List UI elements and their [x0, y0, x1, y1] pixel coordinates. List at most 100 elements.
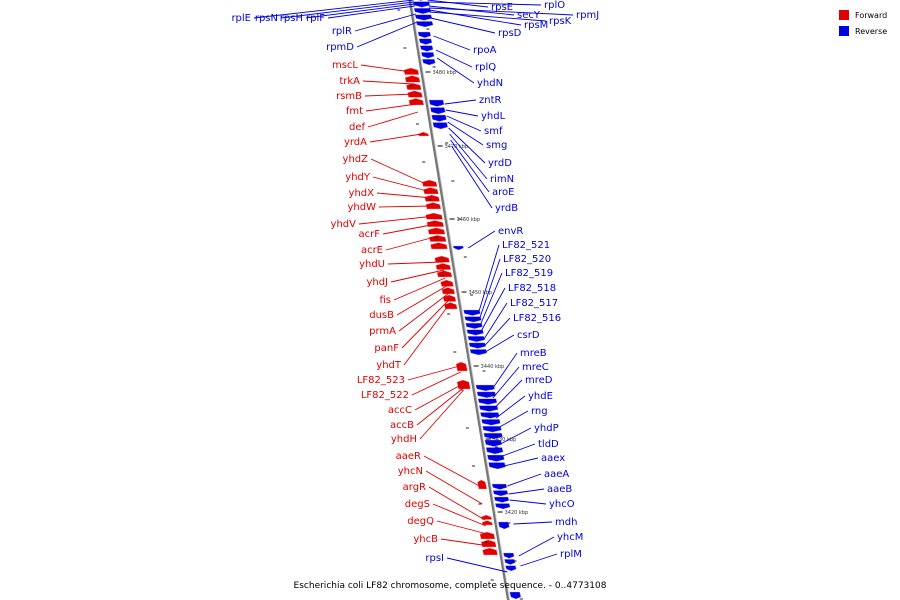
scale-tick-label: 3480 kbp: [432, 70, 456, 76]
leader-line: [446, 557, 508, 573]
gene-label-rpsk: rpsK: [549, 16, 572, 27]
gene-label-rplr: rplR: [332, 26, 352, 37]
forward-gene-block: [426, 220, 445, 228]
forward-gene-block: [477, 479, 488, 490]
gene-label-rng: rng: [531, 406, 548, 417]
leader-line: [398, 293, 449, 332]
reverse-gene-block: [415, 21, 434, 28]
forward-gene-block: [406, 82, 422, 91]
leader-line: [497, 410, 529, 429]
gene-label-yhcm: yhcM: [557, 532, 583, 543]
forward-gene-block: [436, 270, 453, 278]
reverse-gene-block: [485, 447, 504, 455]
reverse-gene-block: [418, 38, 433, 45]
leader-line: [500, 427, 532, 445]
reverse-gene-block: [487, 454, 505, 462]
gene-label-rpsm: rpsM: [524, 20, 548, 31]
gene-label-dusb: dusB: [369, 310, 394, 321]
gene-label-smf: smf: [484, 126, 503, 137]
leader-line: [440, 538, 490, 547]
reverse-gene-block: [431, 114, 447, 122]
leader-line: [484, 317, 511, 347]
gene-label-yrdb: yrdB: [495, 203, 518, 214]
gene-label-lf82_516: LF82_516: [513, 313, 561, 324]
gene-label-degq: degQ: [407, 516, 434, 527]
reverse-gene-block: [488, 462, 506, 470]
leader-line: [491, 352, 518, 391]
leader-line: [480, 272, 503, 325]
legend-reverse-swatch: [839, 26, 849, 36]
gene-label-yhde: yhdE: [528, 391, 553, 402]
leader-line: [509, 499, 547, 505]
leader-line: [403, 303, 450, 366]
leader-line: [362, 80, 414, 85]
scale-tick-label: 3420 kbp: [505, 510, 529, 516]
gene-label-rplm: rplM: [560, 549, 582, 560]
forward-gene-block: [424, 194, 440, 202]
reverse-gene-block: [504, 559, 516, 565]
leader-line: [492, 366, 520, 399]
forward-gene-block: [456, 379, 471, 390]
leader-line: [365, 103, 417, 112]
leader-line: [429, 9, 522, 26]
leader-line: [425, 470, 483, 505]
leader-line: [433, 35, 471, 51]
gene-label-mreb: mreB: [520, 348, 547, 359]
forward-gene-block: [455, 361, 468, 372]
gene-label-trka: trkA: [339, 76, 360, 87]
gene-label-acrf: acrF: [359, 229, 381, 240]
leader-line: [449, 133, 488, 180]
leader-line: [364, 93, 416, 97]
gene-label-rpmd: rpmD: [326, 42, 354, 53]
leader-line: [435, 49, 473, 68]
leader-line: [327, 5, 415, 19]
forward-gene-block: [404, 75, 421, 83]
leader-line: [485, 334, 515, 353]
leader-line: [508, 488, 545, 495]
gene-label-rsmb: rsmB: [336, 91, 362, 102]
legend: Forward Reverse: [839, 10, 887, 36]
leader-line: [429, 11, 547, 22]
gene-label-rpse: rpsE: [491, 2, 513, 13]
gene-label-yhdp: yhdP: [534, 423, 559, 434]
gene-label-yhdu: yhdU: [359, 259, 385, 270]
forward-gene-block: [440, 279, 454, 287]
leader-line: [430, 17, 496, 34]
leader-line: [494, 379, 523, 409]
leader-line: [387, 261, 443, 265]
leader-line: [354, 13, 417, 32]
reverse-gene-block: [491, 483, 508, 490]
gene-label-tldd: tldD: [538, 439, 559, 450]
gene-label-rple: rplE: [231, 13, 251, 24]
scale-tick-label: 3460 kbp: [457, 217, 481, 223]
gene-label-yhdh: yhdH: [391, 434, 417, 445]
backbone-layer: [408, 0, 511, 600]
forward-gene-block: [421, 179, 438, 187]
gene-label-mdh: mdh: [555, 517, 577, 528]
reverse-gene-block: [465, 322, 483, 329]
forward-gene-block: [408, 98, 425, 106]
reverse-gene-block: [481, 419, 501, 426]
gene-label-rpoa: rpoA: [473, 45, 497, 56]
gene-label-rpsn: rpsN: [255, 13, 278, 24]
leader-line: [358, 215, 436, 225]
leader-line: [407, 365, 460, 381]
leader-line: [447, 121, 484, 146]
leader-line: [448, 127, 486, 164]
reverse-gene-block: [493, 496, 510, 503]
leader-line: [253, 0, 414, 19]
leader-line: [479, 258, 501, 319]
gene-label-rimn: rimN: [490, 174, 514, 185]
reverse-gene-block: [430, 107, 446, 115]
reverse-gene-block: [467, 336, 485, 343]
reverse-gene-block: [452, 245, 464, 251]
leader-line: [393, 277, 446, 301]
leader-line: [520, 553, 558, 567]
gene-label-smg: smg: [486, 140, 507, 151]
gene-label-yhdn: yhdN: [477, 78, 503, 89]
leader-line: [414, 383, 463, 411]
gene-label-csrd: csrD: [517, 330, 540, 341]
gene-label-fmt: fmt: [346, 106, 363, 117]
leader-line: [382, 223, 437, 235]
